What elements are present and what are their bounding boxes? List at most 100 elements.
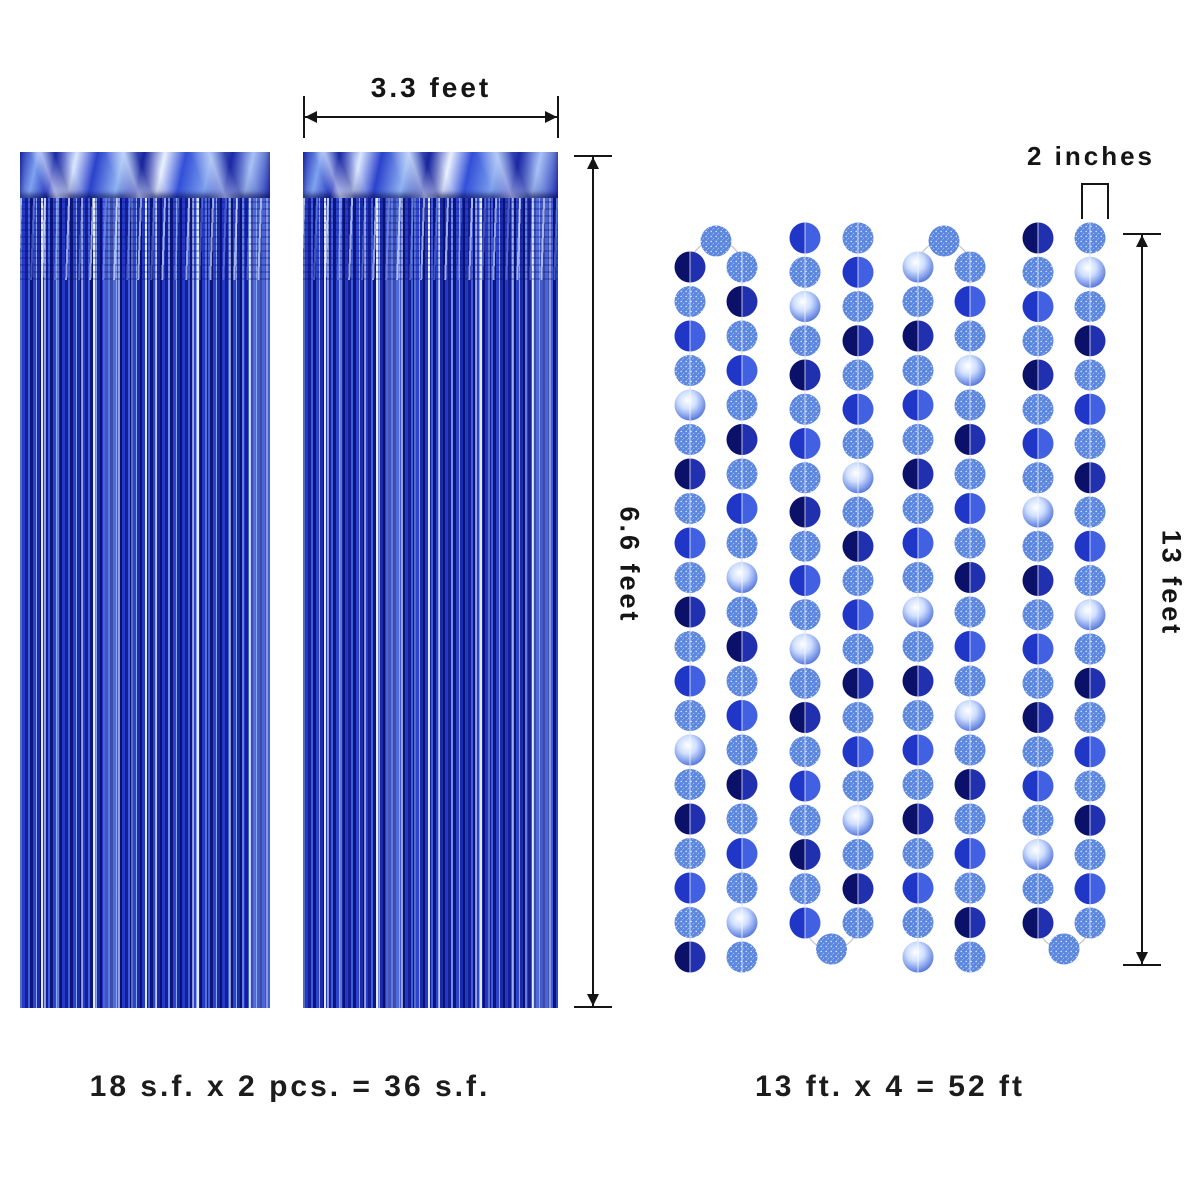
dimension-line [304,116,558,118]
garland-dot [902,320,934,352]
garland-dot [954,251,986,283]
garland-dot [842,907,874,939]
garland-dot [1074,565,1106,596]
garland-apex-dot [700,225,732,257]
foil-curtain-panel-1 [20,152,270,1008]
garland-dot [1074,839,1106,870]
garland-dot [789,907,821,939]
garland-dot [842,633,874,665]
garland-dot [1074,907,1106,939]
garland-dot [902,596,934,628]
garland-dot [842,667,874,699]
garland-dot [726,941,758,973]
garland-dot [674,769,706,800]
garland-dot [954,700,986,731]
garland-dot [902,665,934,697]
garland-dot [726,286,758,317]
garland-dot [1074,462,1106,494]
curtain-width-arrow [303,96,559,138]
garland-dot [1022,804,1054,836]
garland-strand [1022,222,1106,965]
garland-dot [842,839,874,870]
garland-dot [1022,462,1054,494]
garland-dot [674,734,706,766]
garland-dot [1022,633,1054,665]
garland-dot [726,872,758,904]
garland-dot [674,665,706,697]
garland-dot [726,527,758,559]
foil-curtain-fringe [303,198,558,1008]
garland-total-label: 13 ft. x 4 = 52 ft [755,1070,1025,1103]
garland-dot [842,565,874,596]
garland-dot [674,320,706,352]
garland-dot [902,286,934,317]
garland-dot [1022,565,1054,596]
garland-dot [789,325,821,357]
garland-dot [1022,428,1054,459]
arrow-up-icon [587,157,599,169]
dot-diameter-label: 2 inches [1026,141,1156,171]
garland-dot [842,496,874,528]
garland-dot [902,803,934,835]
garland-dot [954,527,986,559]
garland-dot [902,355,934,386]
garland-dot [789,804,821,836]
garland-dot [902,527,934,559]
garland-dot [902,700,934,731]
garland-dot [789,873,821,905]
garland-dot [842,359,874,391]
garland-strand [902,225,986,973]
garland-dot [902,251,934,283]
curtain-height-arrow [571,155,615,1008]
garland-height-arrow [1120,233,1164,966]
garland-dot [1074,325,1106,357]
garland-dot [726,700,758,731]
garland-dot [1074,736,1106,768]
garland-dot [842,770,874,802]
garland-dot [1074,633,1106,665]
garland-dot [1022,291,1054,322]
garland-dot [954,872,986,904]
garland-dot [842,599,874,631]
garland-dot [902,734,934,766]
dot-diameter-bracket [1081,183,1109,219]
garland-dot [726,389,758,421]
garland-dot [789,393,821,425]
garland-dot [1074,530,1106,562]
garland-dot [954,838,986,869]
dimension-line [592,156,594,1007]
garland-dot [842,291,874,322]
garland-dot [1022,770,1054,802]
garland-dot [902,631,934,662]
arrow-right-icon [545,111,557,123]
garland-dot [1074,770,1106,802]
arrow-left-icon [305,111,317,123]
garland-dot [842,428,874,459]
garland-dot [1022,222,1054,254]
garland-dot [902,493,934,524]
garland-apex-dot [928,225,960,257]
garland-dot [726,803,758,835]
garland-dot [674,907,706,938]
garland-dot [954,596,986,628]
garland-dot [1022,496,1054,528]
garland-dot [789,736,821,768]
garland-dot [789,770,821,802]
garland-dot [1022,256,1054,288]
garland-dot [902,562,934,593]
garland-dot [789,702,821,733]
garland-dot [726,251,758,283]
garland-dot [1074,256,1106,288]
garland-dot [1074,667,1106,699]
garland-dot [842,736,874,768]
garland-dot [789,839,821,870]
garland-dot [674,424,706,455]
curtain-total-label: 18 s.f. x 2 pcs. = 36 s.f. [89,1070,491,1103]
garland-dot [674,596,706,628]
garland-dot [1074,222,1106,254]
garland-dot [1022,325,1054,357]
garland-dot [674,527,706,559]
foil-curtain-rod-pocket [303,152,558,198]
garland-dot [726,769,758,800]
